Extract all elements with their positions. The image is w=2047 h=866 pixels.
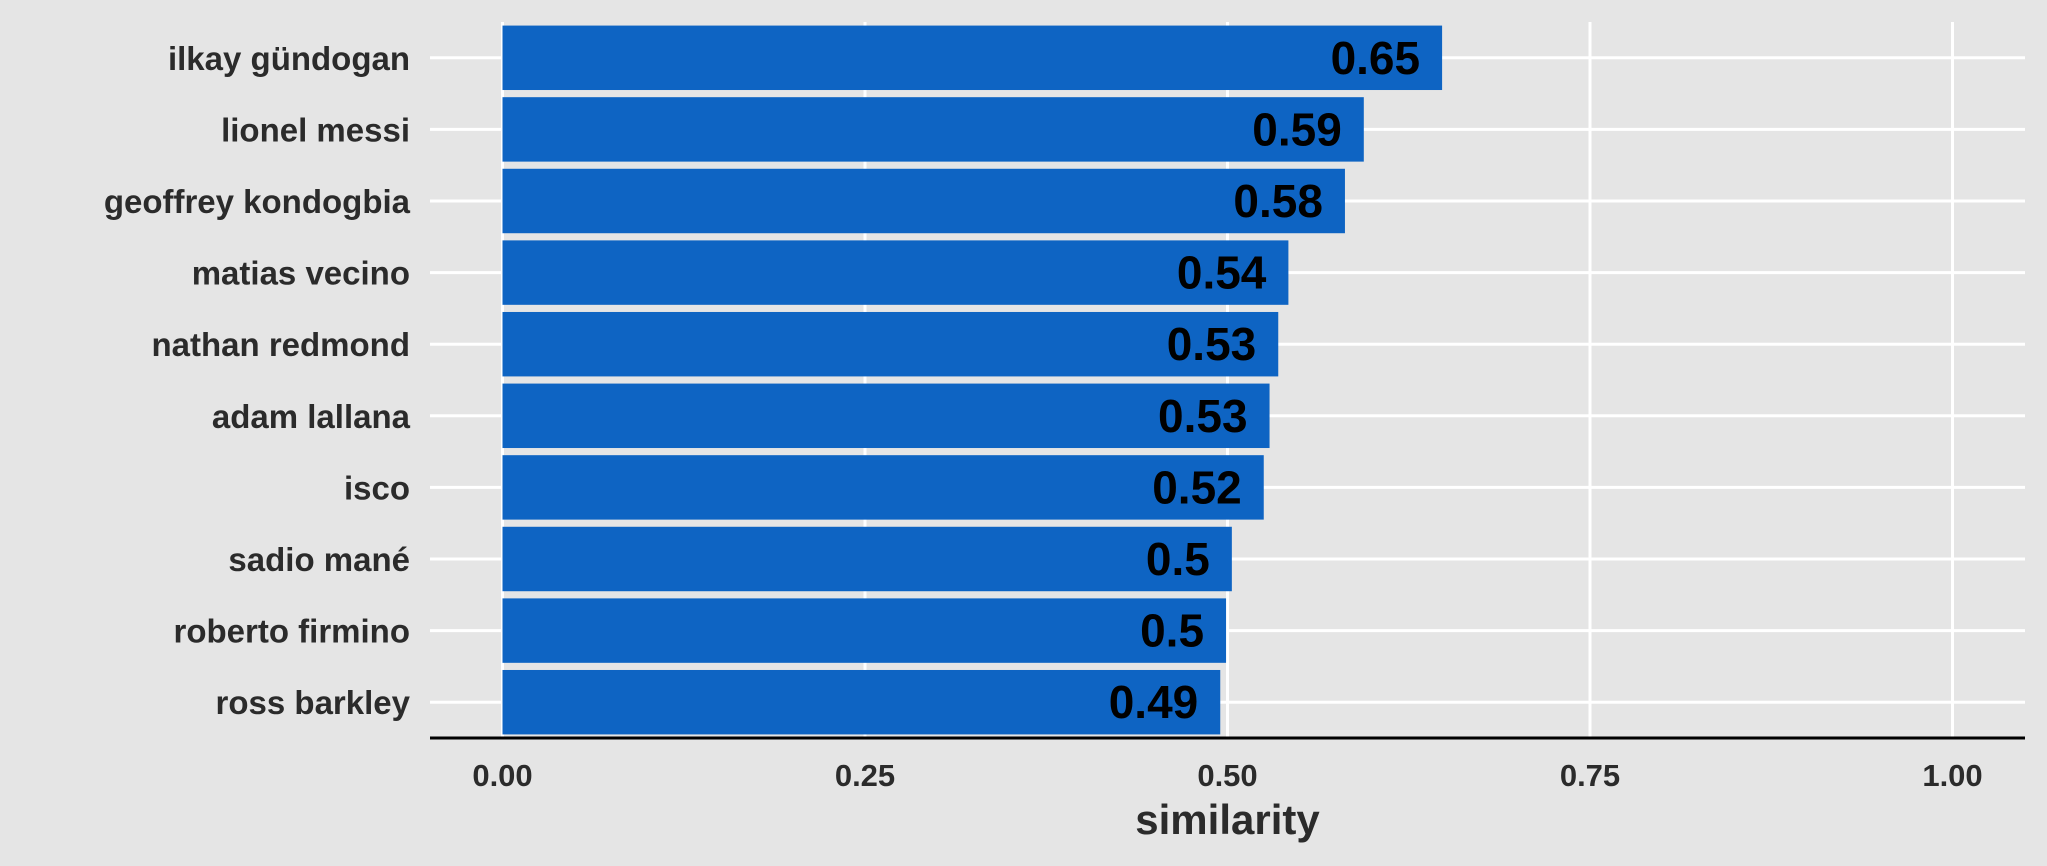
bar [502,598,1227,663]
category-label: adam lallana [212,398,411,435]
bar [502,311,1279,377]
bar [502,669,1221,735]
category-label: isco [344,469,410,506]
value-label: 0.59 [1252,103,1342,155]
value-labels: 0.65 0.59 0.58 0.54 0.53 0.53 0.52 0.5 0.5 0.49 [1109,32,1420,728]
category-label: nathan redmond [151,326,410,363]
value-label: 0.53 [1167,318,1257,370]
category-label: matias vecino [192,255,410,292]
value-label: 0.5 [1146,533,1210,585]
x-tick-label: 0.25 [835,758,895,793]
value-label: 0.52 [1152,461,1242,513]
value-label: 0.65 [1331,32,1421,84]
value-label: 0.58 [1233,175,1323,227]
x-tick-label: 0.75 [1560,758,1620,793]
x-tick-labels: 0.00 0.25 0.50 0.75 1.00 [472,758,1982,793]
value-label: 0.54 [1177,247,1267,299]
value-label: 0.53 [1158,390,1248,442]
bar [502,25,1443,91]
bar [502,168,1345,234]
x-axis-title: similarity [1135,796,1320,843]
category-labels: ilkay gündogan lionel messi geoffrey kondo… [104,40,411,721]
category-label: lionel messi [221,111,410,148]
bar [502,383,1270,449]
category-label: roberto firmino [174,613,411,650]
value-label: 0.5 [1140,605,1204,657]
bar [502,526,1232,592]
category-label: geoffrey kondogbia [104,183,411,220]
value-label: 0.49 [1109,676,1199,728]
x-tick-label: 0.50 [1197,758,1257,793]
x-tick-label: 0.00 [472,758,532,793]
x-tick-label: 1.00 [1922,758,1982,793]
category-label: ross barkley [216,684,411,721]
bar [502,455,1264,520]
bars [502,25,1443,735]
bar [502,240,1289,305]
category-label: sadio mané [228,541,410,578]
category-label: ilkay gündogan [168,40,410,77]
bar [502,97,1364,162]
